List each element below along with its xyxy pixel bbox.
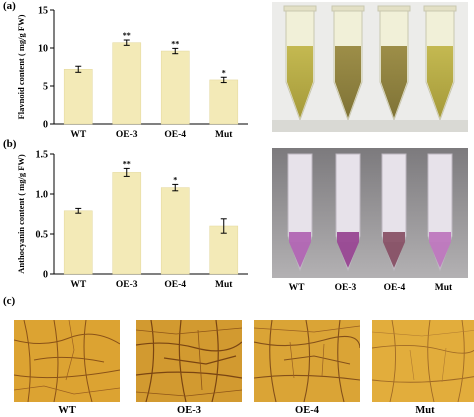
significance-mark: * [222,68,226,77]
tube-oe4 [377,5,411,122]
tube-oe4 [381,153,407,272]
bar [209,225,239,275]
leaf-label-mut: Mut [415,405,435,416]
leaf-image-oe4 [254,320,360,402]
x-tick-label: OE-3 [116,130,138,140]
y-tick-label: 10 [38,44,48,55]
anthocyanin-bar-chart: 0 0.5 1.0 1.5 Anthocyanin content ( mg/g FW)… [16,150,248,290]
y-tick-label: 0 [43,120,48,131]
tube-oe3 [331,5,365,122]
x-tick-label: Mut [215,130,233,140]
significance-mark: ** [171,39,179,48]
tube-mut [423,5,457,122]
panel-label-c: (c) [3,295,16,307]
significance-mark: ** [123,31,131,40]
leaf-label-wt: WT [58,405,76,416]
bar [209,79,239,125]
y-tick-label: 5 [43,82,48,93]
y-tick-label: 1.0 [36,190,49,201]
photo-label-wt: WT [288,283,305,293]
panel-label-b: (b) [3,138,17,150]
photo-label-oe4: OE-4 [383,283,406,293]
y-tick-label: 0.5 [36,230,49,241]
significance-mark: ** [123,159,131,168]
anthocyanin-tubes-photo [272,148,468,278]
x-tick-label: OE-3 [116,280,138,290]
leaf-image-mut [372,320,474,402]
tube-wt [283,5,317,122]
bar [112,172,142,275]
y-tick-label: 0 [43,270,48,281]
leaf-image-oe3 [136,320,242,402]
leaf-label-oe3: OE-3 [177,405,201,416]
photo-label-oe3: OE-3 [334,283,357,293]
bar [112,42,142,125]
tube-wt [287,153,313,272]
x-tick-label: WT [70,280,87,290]
x-tick-label: WT [70,130,87,140]
bar [63,69,93,125]
x-tick-label: OE-4 [164,130,186,140]
x-tick-label: OE-4 [164,280,186,290]
panel-label-a: (a) [3,0,16,12]
x-tick-label: Mut [215,280,233,290]
flavonoid-bar-chart: 0 5 10 15 Flavnoid content ( mg/g FW) WT ** OE-… [16,6,248,140]
y-axis-label: Flavnoid content ( mg/g FW) [16,14,26,119]
photo-label-mut: Mut [434,283,453,293]
y-axis-label: Anthocyanin content ( mg/g FW) [16,154,26,274]
bar [160,50,190,125]
bar [63,210,93,275]
anthocyanin-photo-labels: WT OE-3 OE-4 Mut [272,283,468,293]
leaf-image-wt [14,320,120,402]
tube-oe3 [335,153,361,272]
tube-mut [427,153,453,272]
leaf-label-oe4: OE-4 [295,405,319,416]
significance-mark: * [173,175,177,184]
y-tick-label: 1.5 [36,150,49,161]
bar [160,187,190,275]
y-tick-label: 15 [38,6,48,17]
flavonoid-tubes-photo [272,2,468,132]
